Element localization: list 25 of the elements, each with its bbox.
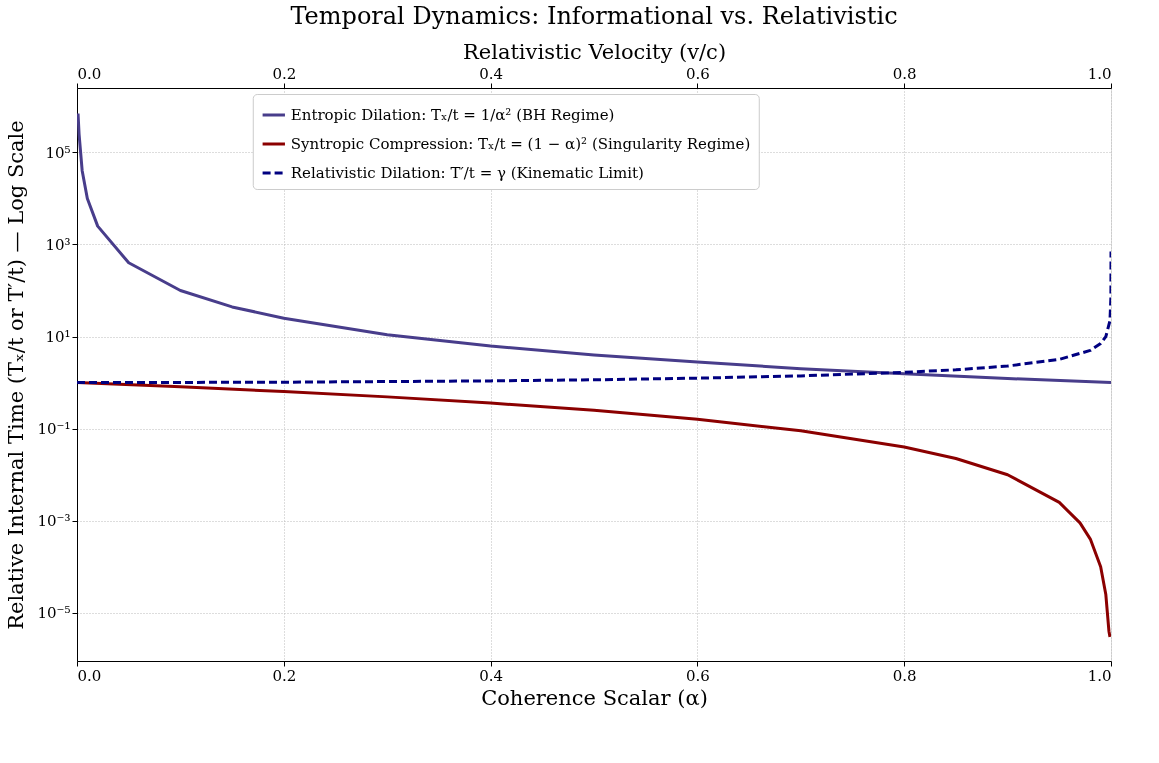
y-tick-label: 10⁵ [45,143,71,162]
legend-label: Relativistic Dilation: T′/t = γ (Kinematic Limit) [290,164,644,182]
x2-tick-label: 0.0 [77,64,102,83]
x2-tick-label: 0.2 [272,64,297,83]
x-tick-label: 0.8 [892,666,917,685]
y-axis-title: Relative Internal Time (Tₓ/t or T′/t) — Log Scale [4,120,29,630]
x2-axis-title: Relativistic Velocity (v/c) [462,39,727,64]
x2-tick-label: 0.4 [479,64,504,83]
legend-label: Syntropic Compression: Tₓ/t = (1 − α)² (Singularity Regime) [290,135,751,153]
y-tick-label: 10⁻⁵ [37,604,71,623]
x-tick-label: 1.0 [1087,666,1112,685]
y-tick-label: 10⁻¹ [37,420,71,439]
x2-tick-label: 0.8 [892,64,917,83]
y-tick-label: 10¹ [45,328,71,347]
x2-tick-label: 1.0 [1087,64,1112,83]
chart-title: Temporal Dynamics: Informational vs. Relativistic [290,2,898,30]
x2-tick-label: 0.6 [685,64,710,83]
y-tick-label: 10⁻³ [37,512,71,531]
x-tick-label: 0.0 [77,666,102,685]
x-tick-label: 0.2 [272,666,297,685]
x-tick-label: 0.4 [479,666,504,685]
x-tick-label: 0.6 [685,666,710,685]
x-axis-title: Coherence Scalar (α) [481,685,708,710]
legend-label: Entropic Dilation: Tₓ/t = 1/α² (BH Regime) [290,106,615,124]
y-tick-label: 10³ [45,235,71,254]
